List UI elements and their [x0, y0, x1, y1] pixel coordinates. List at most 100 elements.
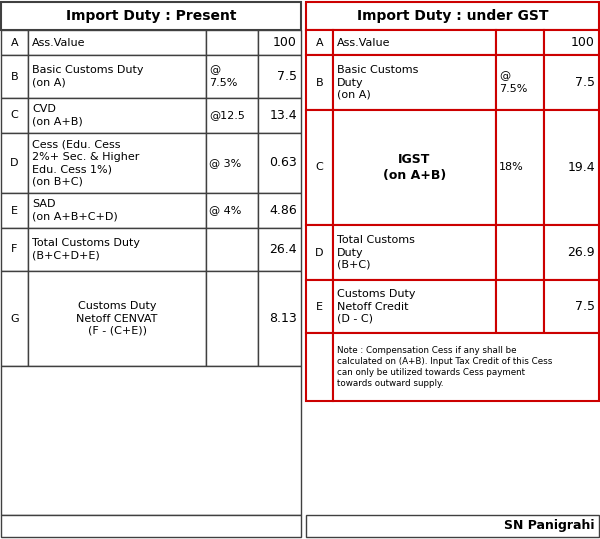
Text: Basic Customs
Duty
(on A): Basic Customs Duty (on A): [337, 65, 418, 100]
Text: G: G: [10, 314, 19, 323]
Text: 7.5: 7.5: [575, 300, 595, 313]
Bar: [333, 280, 496, 333]
Bar: [333, 110, 496, 225]
Text: 7.5: 7.5: [575, 76, 595, 89]
Bar: [544, 280, 599, 333]
Text: Total Customs Duty
(B+C+D+E): Total Customs Duty (B+C+D+E): [32, 238, 140, 261]
Bar: [333, 333, 599, 401]
Text: @
7.5%: @ 7.5%: [499, 71, 527, 94]
Text: Basic Customs Duty
(on A): Basic Customs Duty (on A): [32, 65, 143, 88]
Text: @ 4%: @ 4%: [209, 205, 241, 216]
Text: SAD
(on A+B+C+D): SAD (on A+B+C+D): [32, 199, 118, 222]
Text: D: D: [10, 158, 19, 168]
Text: B: B: [11, 72, 19, 81]
Text: Import Duty : under GST: Import Duty : under GST: [357, 9, 548, 23]
Bar: [1, 98, 28, 133]
Text: C: C: [11, 110, 19, 121]
Text: 7.5: 7.5: [277, 70, 297, 83]
Text: A: A: [11, 38, 19, 47]
Text: 100: 100: [571, 36, 595, 49]
Text: F: F: [11, 245, 17, 254]
Bar: [544, 225, 599, 280]
Bar: [1, 515, 301, 537]
Bar: [1, 228, 28, 271]
Bar: [206, 30, 258, 55]
Bar: [306, 515, 599, 537]
Bar: [1, 271, 28, 366]
Text: B: B: [316, 78, 323, 87]
Bar: [206, 193, 258, 228]
Bar: [28, 133, 206, 193]
Bar: [1, 133, 28, 193]
Bar: [544, 30, 599, 55]
Bar: [206, 133, 258, 193]
Bar: [206, 55, 258, 98]
Text: Customs Duty
Netoff CENVAT
(F - (C+E)): Customs Duty Netoff CENVAT (F - (C+E)): [76, 301, 158, 336]
Bar: [1, 55, 28, 98]
Text: E: E: [316, 301, 323, 312]
Text: Import Duty : Present: Import Duty : Present: [66, 9, 236, 23]
Bar: [1, 2, 301, 30]
Bar: [306, 55, 333, 110]
Bar: [258, 30, 301, 55]
Text: 8.13: 8.13: [269, 312, 297, 325]
Text: 19.4: 19.4: [568, 161, 595, 174]
Text: Total Customs
Duty
(B+C): Total Customs Duty (B+C): [337, 235, 415, 270]
Text: SN Panigrahi: SN Panigrahi: [505, 520, 595, 533]
Text: @ 3%: @ 3%: [209, 158, 241, 168]
Bar: [28, 55, 206, 98]
Bar: [28, 193, 206, 228]
Bar: [544, 55, 599, 110]
Bar: [333, 55, 496, 110]
Bar: [258, 193, 301, 228]
Bar: [258, 133, 301, 193]
Text: 4.86: 4.86: [269, 204, 297, 217]
Bar: [333, 30, 496, 55]
Bar: [1, 30, 28, 55]
Bar: [333, 225, 496, 280]
Bar: [496, 110, 544, 225]
Bar: [496, 55, 544, 110]
Bar: [28, 30, 206, 55]
Text: 26.4: 26.4: [269, 243, 297, 256]
Bar: [306, 30, 333, 55]
Bar: [28, 228, 206, 271]
Bar: [1, 193, 28, 228]
Text: E: E: [11, 205, 18, 216]
Text: 18%: 18%: [499, 162, 524, 172]
Bar: [306, 280, 333, 333]
Text: 100: 100: [273, 36, 297, 49]
Text: @12.5: @12.5: [209, 110, 245, 121]
Bar: [306, 110, 333, 225]
Bar: [258, 271, 301, 366]
Text: CVD
(on A+B): CVD (on A+B): [32, 105, 83, 127]
Bar: [258, 55, 301, 98]
Text: 26.9: 26.9: [568, 246, 595, 259]
Text: IGST
(on A+B): IGST (on A+B): [383, 153, 446, 182]
Bar: [258, 228, 301, 271]
Bar: [1, 366, 301, 515]
Bar: [496, 225, 544, 280]
Bar: [258, 98, 301, 133]
Text: Customs Duty
Netoff Credit
(D - C): Customs Duty Netoff Credit (D - C): [337, 289, 415, 324]
Text: Ass.Value: Ass.Value: [337, 38, 391, 47]
Text: 13.4: 13.4: [269, 109, 297, 122]
Text: A: A: [316, 38, 323, 47]
Bar: [206, 98, 258, 133]
Text: D: D: [315, 247, 324, 258]
Text: 0.63: 0.63: [269, 156, 297, 169]
Bar: [28, 271, 206, 366]
Bar: [206, 228, 258, 271]
Bar: [496, 30, 544, 55]
Bar: [496, 280, 544, 333]
Text: Cess (Edu. Cess
2%+ Sec. & Higher
Edu. Cess 1%)
(on B+C): Cess (Edu. Cess 2%+ Sec. & Higher Edu. C…: [32, 140, 139, 186]
Text: C: C: [316, 162, 323, 172]
Bar: [306, 2, 599, 30]
Bar: [28, 98, 206, 133]
Text: Ass.Value: Ass.Value: [32, 38, 86, 47]
Bar: [544, 110, 599, 225]
Text: @
7.5%: @ 7.5%: [209, 65, 238, 88]
Bar: [306, 225, 333, 280]
Text: Note : Compensation Cess if any shall be
calculated on (A+B). Input Tax Credit o: Note : Compensation Cess if any shall be…: [337, 346, 553, 388]
Bar: [306, 333, 333, 401]
